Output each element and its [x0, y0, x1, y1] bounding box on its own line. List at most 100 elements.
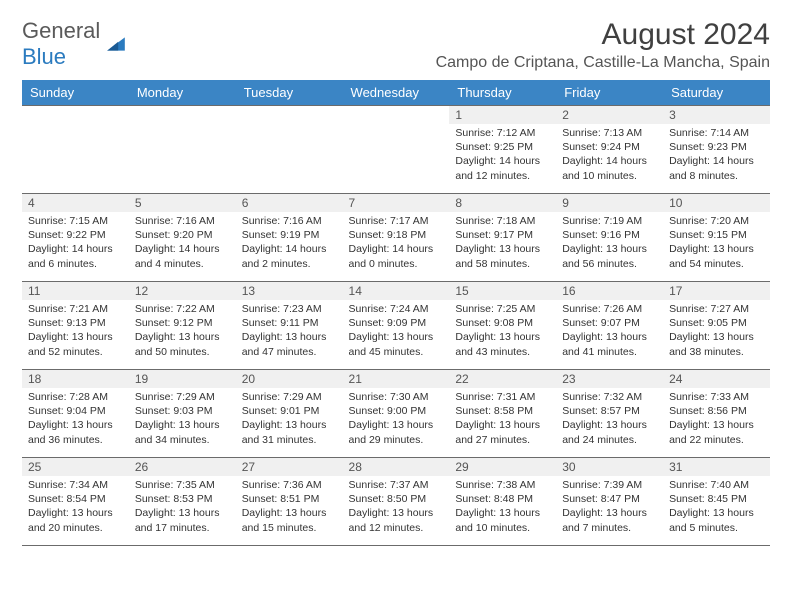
sunset-line: Sunset: 8:57 PM — [562, 404, 657, 418]
sunrise-line: Sunrise: 7:22 AM — [135, 302, 230, 316]
calendar-table: SundayMondayTuesdayWednesdayThursdayFrid… — [22, 80, 770, 546]
calendar-day-cell: 6Sunrise: 7:16 AMSunset: 9:19 PMDaylight… — [236, 194, 343, 282]
sunrise-line: Sunrise: 7:21 AM — [28, 302, 123, 316]
sunrise-line: Sunrise: 7:16 AM — [242, 214, 337, 228]
daylight-line: Daylight: 14 hours and 12 minutes. — [455, 154, 550, 182]
calendar-day-cell: 11Sunrise: 7:21 AMSunset: 9:13 PMDayligh… — [22, 282, 129, 370]
sunrise-line: Sunrise: 7:26 AM — [562, 302, 657, 316]
day-number: 7 — [343, 194, 450, 212]
sunset-line: Sunset: 9:12 PM — [135, 316, 230, 330]
weekday-header: Friday — [556, 80, 663, 106]
sunset-line: Sunset: 9:11 PM — [242, 316, 337, 330]
sunset-line: Sunset: 9:16 PM — [562, 228, 657, 242]
calendar-day-cell: 22Sunrise: 7:31 AMSunset: 8:58 PMDayligh… — [449, 370, 556, 458]
sunset-line: Sunset: 9:18 PM — [349, 228, 444, 242]
sunrise-line: Sunrise: 7:35 AM — [135, 478, 230, 492]
daylight-line: Daylight: 13 hours and 56 minutes. — [562, 242, 657, 270]
daylight-line: Daylight: 14 hours and 8 minutes. — [669, 154, 764, 182]
day-details: Sunrise: 7:29 AMSunset: 9:01 PMDaylight:… — [236, 388, 343, 451]
calendar-day-cell: 13Sunrise: 7:23 AMSunset: 9:11 PMDayligh… — [236, 282, 343, 370]
day-details: Sunrise: 7:38 AMSunset: 8:48 PMDaylight:… — [449, 476, 556, 539]
day-number: 1 — [449, 106, 556, 124]
weekday-header: Wednesday — [343, 80, 450, 106]
daylight-line: Daylight: 13 hours and 20 minutes. — [28, 506, 123, 534]
calendar-day-cell: 10Sunrise: 7:20 AMSunset: 9:15 PMDayligh… — [663, 194, 770, 282]
calendar-day-cell: 25Sunrise: 7:34 AMSunset: 8:54 PMDayligh… — [22, 458, 129, 546]
calendar-day-cell — [129, 106, 236, 194]
calendar-day-cell: 31Sunrise: 7:40 AMSunset: 8:45 PMDayligh… — [663, 458, 770, 546]
sunrise-line: Sunrise: 7:25 AM — [455, 302, 550, 316]
calendar-day-cell: 14Sunrise: 7:24 AMSunset: 9:09 PMDayligh… — [343, 282, 450, 370]
sunrise-line: Sunrise: 7:20 AM — [669, 214, 764, 228]
day-details: Sunrise: 7:28 AMSunset: 9:04 PMDaylight:… — [22, 388, 129, 451]
day-number: 22 — [449, 370, 556, 388]
daylight-line: Daylight: 13 hours and 43 minutes. — [455, 330, 550, 358]
sunset-line: Sunset: 9:04 PM — [28, 404, 123, 418]
sunset-line: Sunset: 9:03 PM — [135, 404, 230, 418]
daylight-line: Daylight: 13 hours and 52 minutes. — [28, 330, 123, 358]
calendar-day-cell: 19Sunrise: 7:29 AMSunset: 9:03 PMDayligh… — [129, 370, 236, 458]
calendar-day-cell — [343, 106, 450, 194]
daylight-line: Daylight: 13 hours and 24 minutes. — [562, 418, 657, 446]
page-header: General Blue August 2024 Campo de Cripta… — [22, 18, 770, 72]
calendar-day-cell: 23Sunrise: 7:32 AMSunset: 8:57 PMDayligh… — [556, 370, 663, 458]
calendar-week-row: 1Sunrise: 7:12 AMSunset: 9:25 PMDaylight… — [22, 106, 770, 194]
calendar-day-cell: 20Sunrise: 7:29 AMSunset: 9:01 PMDayligh… — [236, 370, 343, 458]
daylight-line: Daylight: 13 hours and 17 minutes. — [135, 506, 230, 534]
day-details: Sunrise: 7:32 AMSunset: 8:57 PMDaylight:… — [556, 388, 663, 451]
day-number: 16 — [556, 282, 663, 300]
daylight-line: Daylight: 13 hours and 22 minutes. — [669, 418, 764, 446]
sunset-line: Sunset: 8:45 PM — [669, 492, 764, 506]
calendar-day-cell: 5Sunrise: 7:16 AMSunset: 9:20 PMDaylight… — [129, 194, 236, 282]
daylight-line: Daylight: 13 hours and 58 minutes. — [455, 242, 550, 270]
sunset-line: Sunset: 8:51 PM — [242, 492, 337, 506]
day-number: 26 — [129, 458, 236, 476]
day-details: Sunrise: 7:24 AMSunset: 9:09 PMDaylight:… — [343, 300, 450, 363]
sunrise-line: Sunrise: 7:38 AM — [455, 478, 550, 492]
day-details: Sunrise: 7:27 AMSunset: 9:05 PMDaylight:… — [663, 300, 770, 363]
sunrise-line: Sunrise: 7:33 AM — [669, 390, 764, 404]
sunrise-line: Sunrise: 7:13 AM — [562, 126, 657, 140]
weekday-header-row: SundayMondayTuesdayWednesdayThursdayFrid… — [22, 80, 770, 106]
daylight-line: Daylight: 13 hours and 5 minutes. — [669, 506, 764, 534]
day-number: 30 — [556, 458, 663, 476]
calendar-day-cell: 17Sunrise: 7:27 AMSunset: 9:05 PMDayligh… — [663, 282, 770, 370]
calendar-day-cell: 15Sunrise: 7:25 AMSunset: 9:08 PMDayligh… — [449, 282, 556, 370]
daylight-line: Daylight: 14 hours and 4 minutes. — [135, 242, 230, 270]
calendar-day-cell: 26Sunrise: 7:35 AMSunset: 8:53 PMDayligh… — [129, 458, 236, 546]
day-number: 17 — [663, 282, 770, 300]
day-details: Sunrise: 7:40 AMSunset: 8:45 PMDaylight:… — [663, 476, 770, 539]
day-details: Sunrise: 7:33 AMSunset: 8:56 PMDaylight:… — [663, 388, 770, 451]
sunrise-line: Sunrise: 7:23 AM — [242, 302, 337, 316]
sunset-line: Sunset: 9:07 PM — [562, 316, 657, 330]
weekday-header: Saturday — [663, 80, 770, 106]
sunrise-line: Sunrise: 7:16 AM — [135, 214, 230, 228]
location-subtitle: Campo de Criptana, Castille-La Mancha, S… — [436, 54, 770, 72]
sunset-line: Sunset: 9:22 PM — [28, 228, 123, 242]
calendar-day-cell: 12Sunrise: 7:22 AMSunset: 9:12 PMDayligh… — [129, 282, 236, 370]
daylight-line: Daylight: 13 hours and 38 minutes. — [669, 330, 764, 358]
daylight-line: Daylight: 14 hours and 0 minutes. — [349, 242, 444, 270]
calendar-day-cell: 4Sunrise: 7:15 AMSunset: 9:22 PMDaylight… — [22, 194, 129, 282]
day-number: 31 — [663, 458, 770, 476]
day-number: 14 — [343, 282, 450, 300]
day-details: Sunrise: 7:25 AMSunset: 9:08 PMDaylight:… — [449, 300, 556, 363]
daylight-line: Daylight: 13 hours and 50 minutes. — [135, 330, 230, 358]
day-details: Sunrise: 7:16 AMSunset: 9:19 PMDaylight:… — [236, 212, 343, 275]
calendar-week-row: 11Sunrise: 7:21 AMSunset: 9:13 PMDayligh… — [22, 282, 770, 370]
sunset-line: Sunset: 9:15 PM — [669, 228, 764, 242]
day-details: Sunrise: 7:29 AMSunset: 9:03 PMDaylight:… — [129, 388, 236, 451]
sunrise-line: Sunrise: 7:15 AM — [28, 214, 123, 228]
day-details: Sunrise: 7:23 AMSunset: 9:11 PMDaylight:… — [236, 300, 343, 363]
day-details: Sunrise: 7:16 AMSunset: 9:20 PMDaylight:… — [129, 212, 236, 275]
day-details: Sunrise: 7:39 AMSunset: 8:47 PMDaylight:… — [556, 476, 663, 539]
day-number: 18 — [22, 370, 129, 388]
calendar-day-cell: 7Sunrise: 7:17 AMSunset: 9:18 PMDaylight… — [343, 194, 450, 282]
weekday-header: Tuesday — [236, 80, 343, 106]
day-details: Sunrise: 7:18 AMSunset: 9:17 PMDaylight:… — [449, 212, 556, 275]
daylight-line: Daylight: 13 hours and 27 minutes. — [455, 418, 550, 446]
day-number: 5 — [129, 194, 236, 212]
day-details: Sunrise: 7:22 AMSunset: 9:12 PMDaylight:… — [129, 300, 236, 363]
daylight-line: Daylight: 13 hours and 34 minutes. — [135, 418, 230, 446]
sunset-line: Sunset: 8:48 PM — [455, 492, 550, 506]
